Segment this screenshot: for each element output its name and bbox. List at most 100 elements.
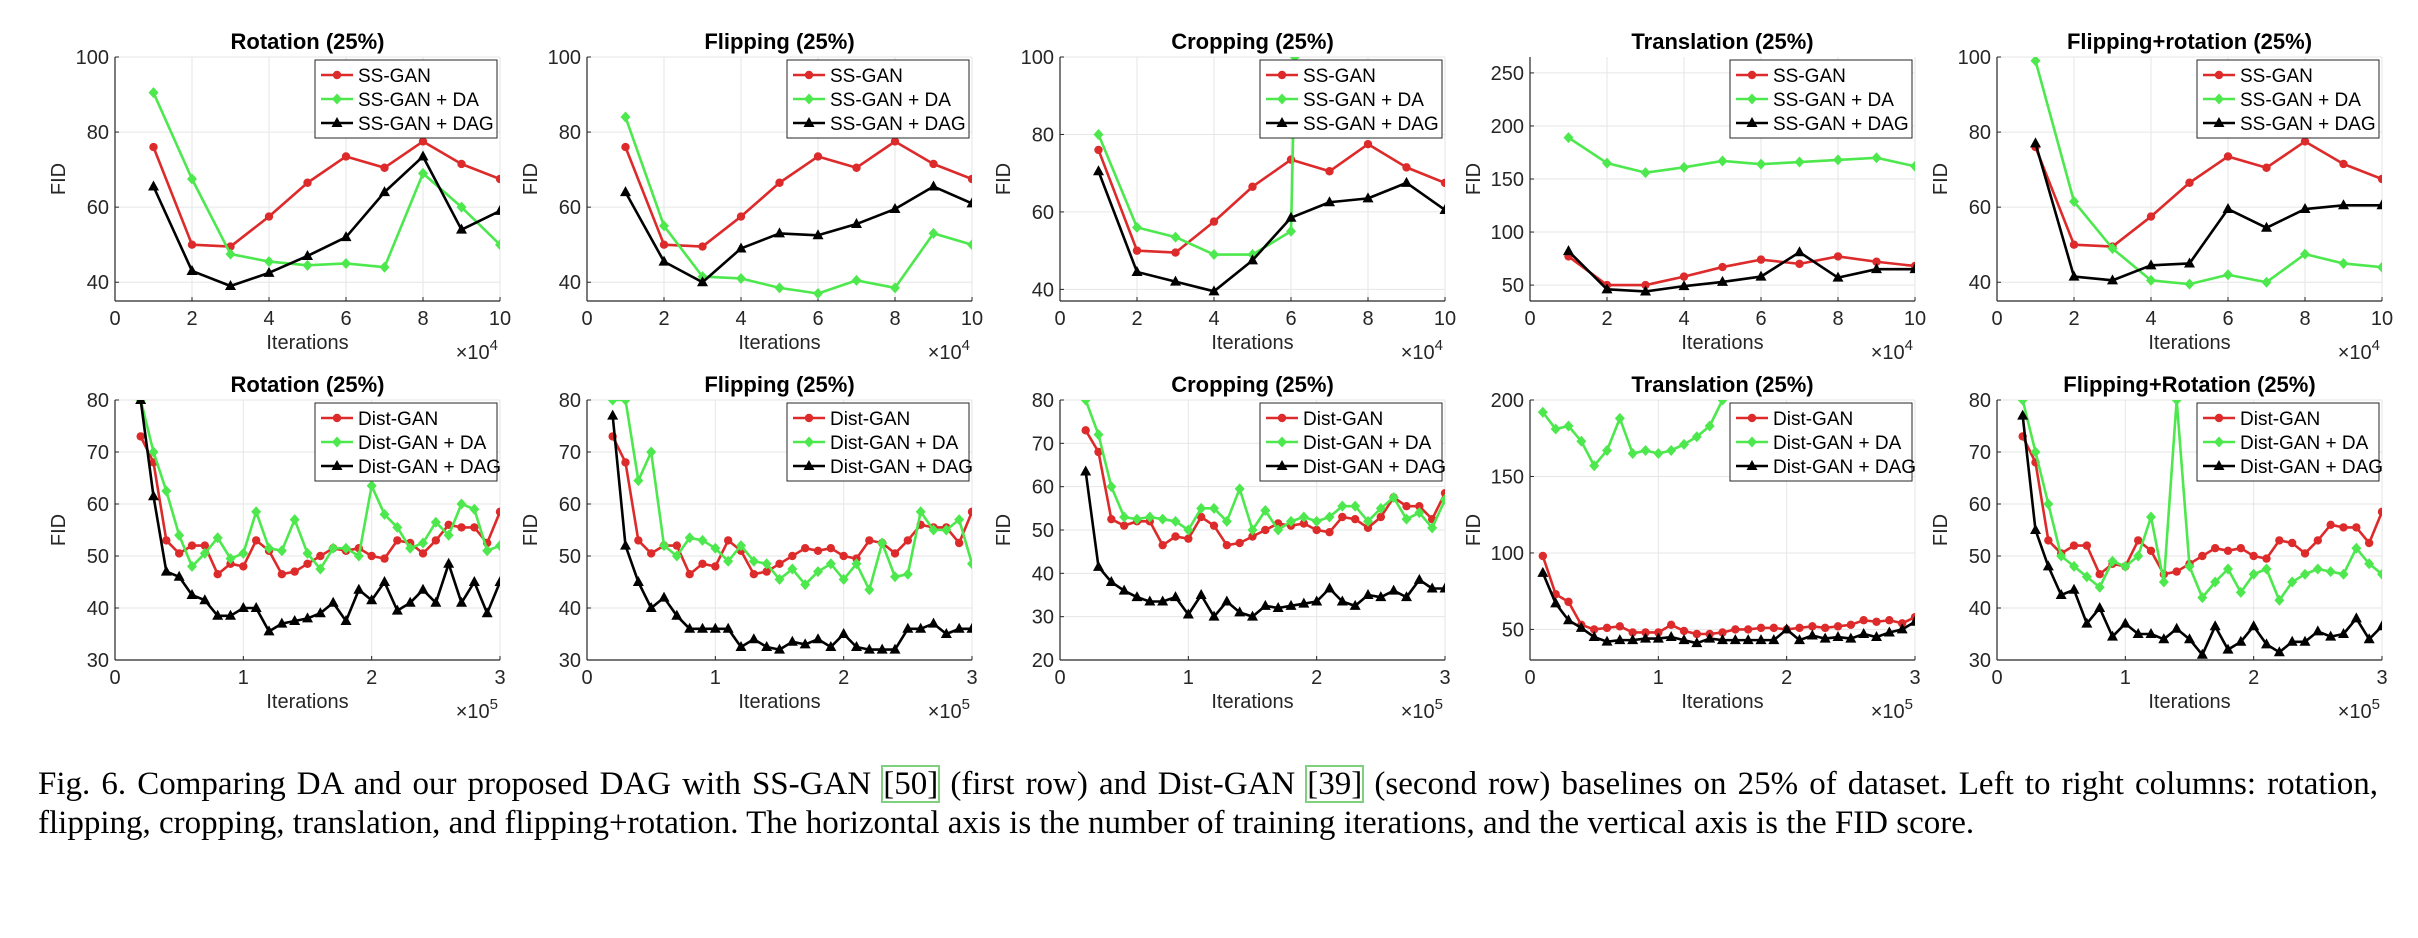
data-point <box>1311 515 1322 527</box>
data-point <box>1795 623 1804 633</box>
y-tick-label: 50 <box>1032 520 1054 542</box>
data-point <box>1363 523 1373 533</box>
data-point <box>1781 623 1793 634</box>
data-point <box>2158 633 2170 644</box>
series-ss-gan <box>1094 139 1445 257</box>
legend-marker <box>2214 413 2224 423</box>
data-point <box>851 274 862 286</box>
series-dist-gan-da <box>135 400 500 575</box>
data-point <box>212 532 223 544</box>
data-point <box>775 559 784 568</box>
data-point <box>1640 444 1651 456</box>
data-point <box>2171 400 2182 406</box>
legend-marker <box>803 117 815 127</box>
legend: SS-GAN SS-GAN + DA SS-GAN + DAG <box>1729 59 1913 139</box>
data-point <box>2300 549 2310 558</box>
data-point <box>813 546 823 555</box>
data-point <box>443 557 455 568</box>
data-point <box>684 622 696 633</box>
data-point <box>238 547 249 559</box>
data-point <box>1871 263 1882 274</box>
data-point <box>366 594 378 605</box>
data-point <box>225 609 236 620</box>
legend-label: Dist-GAN + DA <box>1303 433 1432 454</box>
legend-marker <box>1747 93 1757 105</box>
data-point <box>928 524 939 536</box>
data-point <box>1376 512 1386 522</box>
data-point <box>2312 625 2324 636</box>
x-tick-label: 2 <box>1601 308 1612 330</box>
data-point <box>1080 465 1092 476</box>
x-tick-label: 2 <box>366 667 377 689</box>
data-point <box>1093 560 1104 571</box>
x-tick-label: 1 <box>710 667 721 689</box>
data-point <box>303 178 312 187</box>
chart-panel: 0 1 2 3 30 40 50 60 70 80 Flipping (25%) Iterations… <box>520 372 978 723</box>
data-point <box>1896 623 1908 634</box>
data-point <box>915 622 927 633</box>
data-point <box>495 540 500 552</box>
data-point <box>494 204 500 215</box>
data-point <box>1182 608 1194 619</box>
legend-label: SS-GAN + DA <box>1773 90 1894 111</box>
data-point <box>825 558 836 570</box>
data-point <box>1627 634 1639 645</box>
data-point <box>954 538 964 548</box>
data-point <box>722 622 734 633</box>
y-tick-label: 60 <box>1032 477 1054 499</box>
data-point <box>967 174 972 184</box>
data-point <box>1678 280 1690 291</box>
data-point <box>186 264 198 275</box>
x-tick-label: 2 <box>1311 667 1322 689</box>
data-point <box>1401 176 1412 187</box>
data-point <box>621 142 630 152</box>
data-point <box>736 272 746 284</box>
data-point <box>632 576 644 586</box>
chart-title: Translation (25%) <box>1631 29 1813 54</box>
data-point <box>1601 283 1613 294</box>
x-axis-exponent: ×104 <box>1871 337 1913 364</box>
y-axis-label: FID <box>520 514 542 546</box>
data-point <box>877 537 888 549</box>
series-line <box>1567 255 1915 287</box>
y-tick-label: 60 <box>1969 197 1991 219</box>
data-point <box>748 555 759 567</box>
x-axis-label: Iterations <box>1681 332 1763 354</box>
data-point <box>316 551 325 561</box>
data-point <box>2275 536 2284 545</box>
data-point <box>1731 625 1740 634</box>
data-point <box>2299 635 2311 646</box>
data-point <box>2325 566 2336 578</box>
data-point <box>1678 634 1690 645</box>
legend-label: SS-GAN + DAG <box>1773 114 1909 135</box>
data-point <box>1652 632 1664 643</box>
y-axis-label: FID <box>1930 514 1952 546</box>
data-point <box>470 523 479 532</box>
data-point <box>1589 625 1599 634</box>
series-dist-gan-dag <box>135 400 500 636</box>
data-point <box>199 594 211 605</box>
data-point <box>2223 546 2233 555</box>
legend-label: SS-GAN <box>830 66 903 87</box>
citation-link-50[interactable]: [50] <box>881 765 941 803</box>
data-point <box>1614 634 1626 645</box>
data-point <box>940 628 952 638</box>
citation-link-39[interactable]: [39] <box>1305 765 1365 803</box>
data-point <box>735 641 747 651</box>
data-point <box>1833 154 1843 166</box>
data-point <box>1832 271 1844 282</box>
data-point <box>418 549 428 558</box>
data-point <box>1312 525 1321 535</box>
legend-label: SS-GAN <box>2240 66 2313 87</box>
data-point <box>404 596 416 607</box>
data-point <box>1910 160 1915 172</box>
data-point <box>276 545 287 557</box>
data-point <box>263 266 275 277</box>
data-point <box>417 583 429 594</box>
legend-label: Dist-GAN + DAG <box>2240 457 2383 478</box>
data-point <box>1755 634 1767 645</box>
x-tick-label: 2 <box>1781 667 1792 689</box>
data-point <box>1414 507 1425 519</box>
data-point <box>2299 203 2311 214</box>
x-axis-label: Iterations <box>1211 691 1293 713</box>
